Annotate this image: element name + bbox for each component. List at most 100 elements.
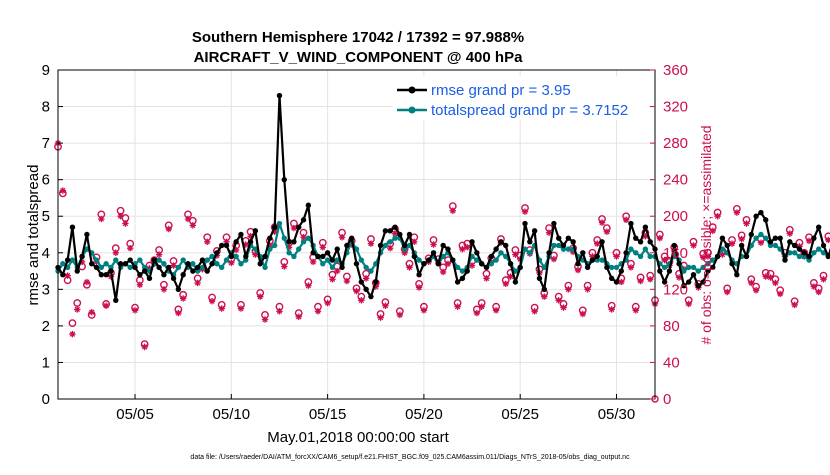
spread-point — [262, 265, 267, 270]
rmse-point — [676, 261, 681, 266]
rmse-point — [123, 261, 128, 266]
spread-point — [816, 246, 821, 251]
rmse-point — [238, 232, 243, 237]
rmse-point — [753, 214, 758, 219]
obs-assimilated-marker — [478, 303, 484, 309]
x-tick-label: 05/05 — [116, 406, 154, 423]
legend-rmse-label: rmse grand pr = 3.95 — [431, 82, 571, 99]
spread-point — [556, 243, 561, 248]
left-tick-label: 2 — [42, 318, 50, 335]
rmse-point — [474, 250, 479, 255]
obs-assimilated-marker — [60, 187, 66, 193]
obs-assimilated-marker — [89, 309, 95, 315]
chart-title-line2: AIRCRAFT_V_WIND_COMPONENT @ 400 hPa — [194, 49, 524, 66]
obs-assimilated-marker — [339, 234, 345, 240]
rmse-point — [816, 224, 821, 229]
right-tick-label: 0 — [663, 391, 671, 408]
obs-assimilated-marker — [122, 220, 128, 226]
spread-point — [99, 265, 104, 270]
rmse-point — [277, 93, 282, 98]
right-tick-label: 160 — [663, 245, 688, 262]
rmse-point — [792, 243, 797, 248]
rmse-point — [354, 261, 359, 266]
spread-point — [296, 246, 301, 251]
rmse-point — [546, 250, 551, 255]
left-tick-label: 1 — [42, 354, 50, 371]
rmse-point — [450, 257, 455, 262]
rmse-point — [209, 261, 214, 266]
spread-point — [233, 254, 238, 259]
obs-assimilated-marker — [194, 280, 200, 286]
chart-title-line1: Southern Hemisphere 17042 / 17392 = 97.9… — [192, 29, 524, 46]
rmse-point — [623, 250, 628, 255]
obs-assimilated-marker — [575, 267, 581, 273]
spread-point — [643, 246, 648, 251]
rmse-point — [797, 246, 802, 251]
rmse-point — [493, 246, 498, 251]
spread-point — [359, 257, 364, 262]
rmse-point — [118, 261, 123, 266]
spread-point — [306, 235, 311, 240]
rmse-point — [412, 254, 417, 259]
rmse-point — [469, 239, 474, 244]
obs-possible-marker — [74, 300, 80, 306]
rmse-point — [147, 276, 152, 281]
rmse-point — [585, 265, 590, 270]
obs-assimilated-marker — [815, 289, 821, 295]
rmse-point — [253, 228, 258, 233]
obs-assimilated-marker — [686, 301, 692, 307]
rmse-point — [205, 268, 210, 273]
obs-possible-marker — [69, 320, 75, 326]
rmse-point — [431, 250, 436, 255]
obs-assimilated-marker — [584, 286, 590, 292]
rmse-point — [768, 239, 773, 244]
rmse-point — [296, 224, 301, 229]
spread-point — [609, 265, 614, 270]
rmse-point — [267, 235, 272, 240]
rmse-point — [421, 261, 426, 266]
rmse-point — [219, 243, 224, 248]
spread-point — [599, 257, 604, 262]
spread-point — [272, 243, 277, 248]
obs-assimilated-marker — [454, 303, 460, 309]
obs-assimilated-marker — [377, 314, 383, 320]
rmse-point — [195, 265, 200, 270]
rmse-point — [436, 261, 441, 266]
rmse-point — [773, 235, 778, 240]
obs-assimilated-marker — [748, 280, 754, 286]
obs-assimilated-marker — [204, 239, 210, 245]
rmse-point — [566, 235, 571, 240]
spread-point — [498, 250, 503, 255]
obs-assimilated-marker — [690, 242, 696, 248]
rmse-point — [272, 224, 277, 229]
obs-assimilated-marker — [580, 311, 586, 317]
rmse-point — [821, 243, 826, 248]
left-tick-label: 7 — [42, 135, 50, 152]
x-tick-label: 05/20 — [405, 406, 443, 423]
rmse-point — [320, 254, 325, 259]
spread-point — [363, 265, 368, 270]
obs-assimilated-marker — [141, 344, 147, 350]
rmse-point — [561, 243, 566, 248]
obs-assimilated-marker — [324, 300, 330, 306]
spread-point — [797, 254, 802, 259]
left-tick-label: 9 — [42, 62, 50, 79]
spread-point — [383, 243, 388, 248]
obs-assimilated-marker — [103, 303, 109, 309]
rmse-point — [484, 265, 489, 270]
rmse-point — [330, 257, 335, 262]
obs-assimilated-marker — [166, 226, 172, 232]
rmse-point — [811, 235, 816, 240]
obs-assimilated-marker — [132, 307, 138, 313]
spread-point — [368, 268, 373, 273]
rmse-point — [619, 268, 624, 273]
spread-point — [527, 250, 532, 255]
obs-assimilated-marker — [257, 293, 263, 299]
obs-assimilated-marker — [334, 268, 340, 274]
rmse-point — [282, 177, 287, 182]
rmse-point — [609, 276, 614, 281]
rmse-point — [161, 272, 166, 277]
rmse-point — [614, 279, 619, 284]
